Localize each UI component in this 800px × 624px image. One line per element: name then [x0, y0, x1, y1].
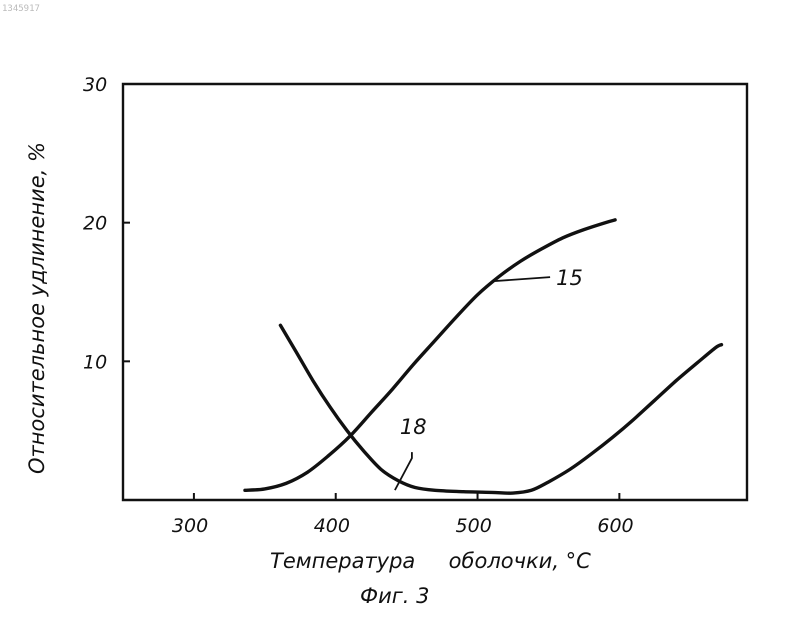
- series-line-18: [280, 325, 721, 493]
- series-line-15: [245, 220, 615, 490]
- x-axis-title: Температура оболочки, °С: [270, 549, 591, 573]
- figure-caption: Фиг. 3: [360, 584, 429, 608]
- x-tick-label: 400: [314, 515, 350, 537]
- series-group: 1518: [245, 220, 722, 493]
- y-tick-label: 20: [83, 213, 107, 235]
- leader-line-15: [494, 277, 550, 281]
- series-18: 18: [280, 325, 721, 493]
- x-tick-label: 600: [597, 515, 633, 537]
- x-tick-label: 500: [456, 515, 492, 537]
- series-label-15: 15: [556, 266, 583, 290]
- series-15: 15: [245, 220, 615, 490]
- corner-mark: 1345917: [2, 4, 40, 14]
- y-tick-label: 30: [83, 74, 107, 96]
- y-axis-title: Относительное удлинение, %: [25, 142, 49, 474]
- axes-frame: [123, 84, 747, 500]
- plot-area: 300400500600 102030 1518: [83, 74, 747, 537]
- x-tick-label: 300: [172, 515, 208, 537]
- series-label-18: 18: [400, 415, 427, 439]
- y-tick-label: 10: [83, 351, 107, 373]
